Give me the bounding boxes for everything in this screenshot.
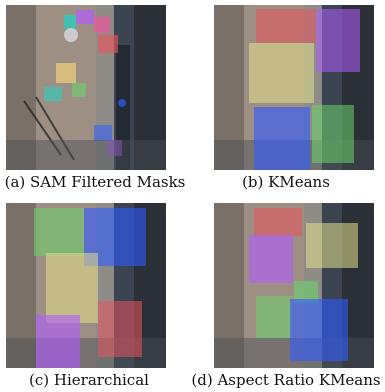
panel-d-image: [214, 203, 374, 368]
ar-yellow-box: [306, 223, 358, 268]
kmeans-red-box: [256, 9, 316, 43]
hier-green-box: [34, 208, 84, 256]
ar-green-small-box: [294, 281, 318, 303]
hier-purple-box: [36, 315, 80, 368]
hier-yellow-box: [46, 253, 98, 323]
panel-b-image: [214, 5, 374, 170]
panel-c-image: [6, 203, 166, 368]
kmeans-green-box: [312, 105, 354, 163]
kmeans-yellow-box: [249, 43, 314, 103]
kmeans-purple-box: [316, 9, 360, 72]
scene-d: [214, 203, 374, 368]
caption-a: (a) SAM Filtered Masks: [4, 173, 186, 191]
ar-red-box: [254, 208, 302, 236]
ar-green-box: [256, 296, 292, 338]
panel-a-image: [6, 5, 166, 170]
ar-blue-box: [290, 299, 348, 361]
hier-red-box: [98, 301, 142, 357]
scene-b: [214, 5, 374, 170]
caption-b: (b) KMeans: [242, 173, 330, 191]
caption-d: (d) Aspect Ratio KMeans: [191, 371, 381, 389]
kmeans-blue-box: [254, 107, 310, 170]
scene-c: [6, 203, 166, 368]
caption-c: (c) Hierarchical: [29, 371, 149, 389]
scene-a: [6, 5, 166, 170]
ar-purple-box: [249, 235, 293, 283]
